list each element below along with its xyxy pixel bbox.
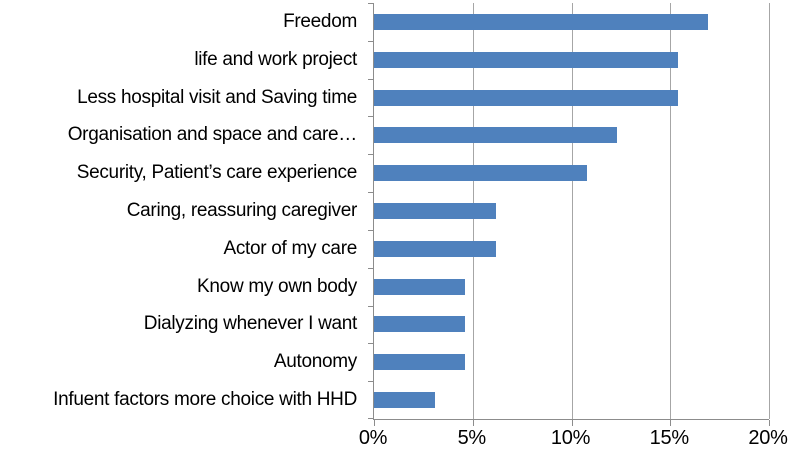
bar — [374, 13, 708, 30]
x-axis-tick — [571, 420, 573, 426]
bar — [374, 316, 465, 333]
y-axis-tick — [368, 79, 374, 80]
bar — [374, 278, 465, 295]
y-axis-tick — [368, 192, 374, 193]
category-label: Caring, reassuring caregiver — [126, 199, 358, 221]
category-label: Autonomy — [273, 351, 357, 373]
y-axis-tick — [368, 154, 374, 155]
gridline — [670, 3, 672, 419]
x-axis-tick — [670, 420, 672, 426]
x-axis-tick-labels: 0% 5% 10% 15% 20% — [359, 427, 788, 453]
bar — [374, 89, 679, 106]
gridline — [571, 3, 573, 419]
y-axis-tick — [368, 306, 374, 307]
y-axis-tick — [368, 41, 374, 42]
category-labels: Freedom life and work project Less hospita… — [0, 3, 365, 419]
category-label: Actor of my care — [223, 237, 357, 259]
category-label: Security, Patient’s care experience — [76, 162, 358, 184]
y-axis-tick — [368, 116, 374, 117]
y-axis-tick — [368, 381, 374, 382]
plot-area — [368, 3, 770, 426]
x-axis-tick — [472, 420, 474, 426]
category-label: Dialyzing whenever I want — [143, 313, 358, 335]
x-axis-tick-label: 10% — [550, 427, 591, 449]
category-label: Know my own body — [197, 275, 357, 297]
bar — [374, 127, 617, 144]
x-axis-tick-label: 5% — [457, 427, 487, 449]
bar — [374, 203, 497, 219]
bar — [374, 51, 679, 68]
x-axis-tick-label: 20% — [748, 427, 788, 449]
y-axis-tick — [368, 268, 374, 269]
x-axis-tick-label: 15% — [649, 427, 689, 449]
category-label: Freedom — [283, 10, 357, 32]
bar — [374, 392, 436, 409]
category-label: Organisation and space and care… — [67, 124, 358, 146]
x-axis-tick-label: 0% — [358, 427, 388, 449]
y-axis-tick — [368, 230, 374, 231]
bar — [374, 240, 497, 257]
x-axis-tick — [769, 420, 770, 426]
gridline — [769, 3, 770, 419]
category-label: life and work project — [194, 48, 357, 70]
category-label: Less hospital visit and Saving time — [77, 86, 357, 108]
bar — [374, 165, 588, 182]
category-label: Infuent factors more choice with HHD — [53, 389, 357, 411]
y-axis-tick — [368, 343, 374, 344]
bar — [374, 354, 465, 371]
y-axis-tick — [368, 418, 374, 419]
y-axis-tick — [368, 3, 374, 4]
x-axis-tick — [374, 420, 375, 426]
